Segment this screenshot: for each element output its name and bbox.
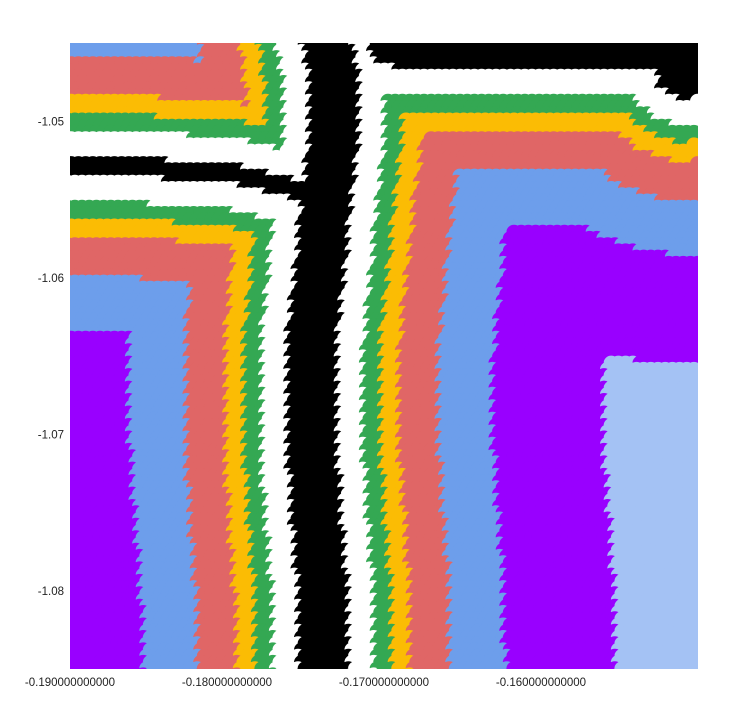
plot-area [70, 43, 698, 669]
